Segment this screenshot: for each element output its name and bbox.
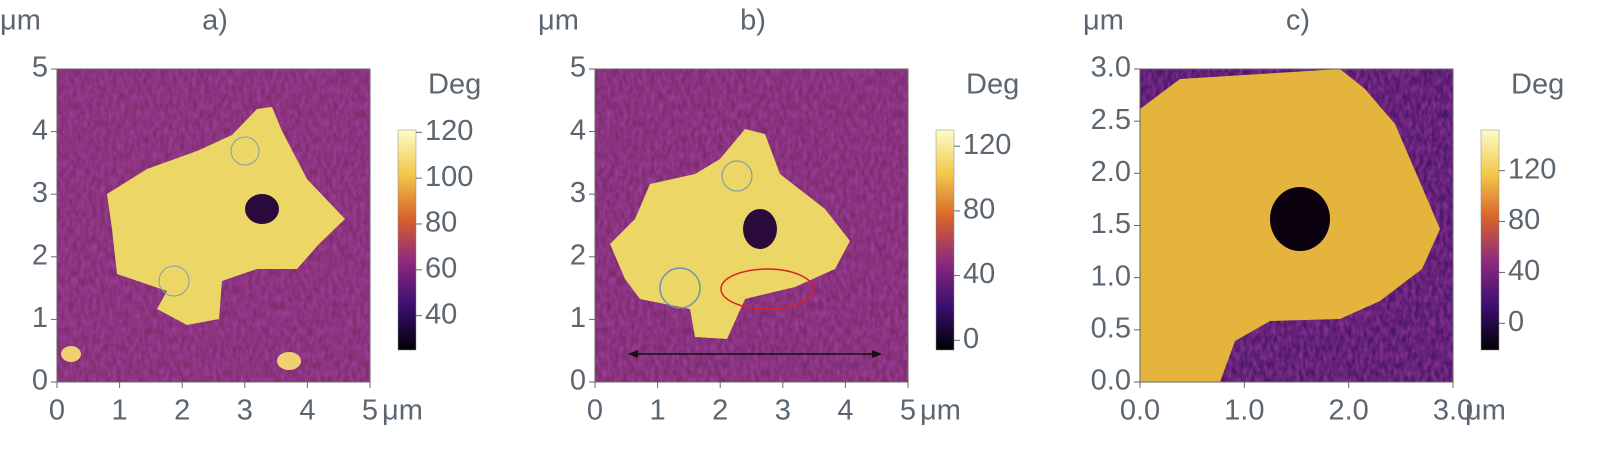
- colorbar-tick-label: 120: [963, 129, 1011, 161]
- panel-title: a): [202, 5, 228, 37]
- y-tick-label: 0.0: [1091, 365, 1131, 397]
- colorbar-tick-label: 100: [425, 161, 473, 193]
- y-tick-label: 0: [570, 365, 586, 397]
- x-tick-label: 3: [775, 395, 791, 427]
- y-tick-label: 1.5: [1091, 208, 1131, 240]
- colorbar-label: Deg: [428, 69, 481, 101]
- x-tick-label: 0: [49, 395, 65, 427]
- colorbar-label: Deg: [966, 69, 1019, 101]
- colorbar: [1480, 129, 1500, 351]
- y-tick-label: 3: [570, 177, 586, 209]
- y-tick-label: 0.5: [1091, 312, 1131, 344]
- x-unit: μm: [382, 395, 423, 427]
- colorbar-tick-label: 40: [425, 298, 457, 330]
- x-tick-label: 1: [650, 395, 666, 427]
- colorbar-tick-label: 120: [425, 115, 473, 147]
- y-tick-label: 1: [32, 302, 48, 334]
- x-tick-label: 2: [174, 395, 190, 427]
- colorbar-label: Deg: [1511, 69, 1564, 101]
- y-tick-label: 3: [32, 177, 48, 209]
- x-tick-label: 2.0: [1329, 395, 1369, 427]
- x-tick-label: 0.0: [1120, 395, 1160, 427]
- y-tick-label: 5: [570, 52, 586, 84]
- y-tick-label: 2: [32, 239, 48, 271]
- colorbar-tick-label: 40: [963, 258, 995, 290]
- panel-title: c): [1286, 5, 1310, 37]
- colorbar-tick-label: 60: [425, 252, 457, 284]
- colorbar-tick-label: 80: [963, 194, 995, 226]
- colorbar: [935, 129, 955, 351]
- colorbar: [397, 129, 417, 351]
- plot-frame: [594, 68, 909, 383]
- y-tick-label: 3.0: [1091, 52, 1131, 84]
- x-unit: μm: [920, 395, 961, 427]
- y-tick-label: 2.5: [1091, 104, 1131, 136]
- x-tick-label: 3.0: [1433, 395, 1473, 427]
- plot-frame: [56, 68, 371, 383]
- x-unit: μm: [1465, 395, 1506, 427]
- x-tick-label: 2: [712, 395, 728, 427]
- y-tick-label: 1: [570, 302, 586, 334]
- x-tick-label: 3: [237, 395, 253, 427]
- x-tick-label: 1: [112, 395, 128, 427]
- x-tick-label: 5: [900, 395, 916, 427]
- x-tick-label: 4: [299, 395, 315, 427]
- afm-image: [57, 69, 370, 382]
- y-tick-label: 2.0: [1091, 156, 1131, 188]
- y-unit: μm: [538, 5, 579, 37]
- colorbar-tick-label: 80: [1508, 204, 1540, 236]
- y-tick-label: 5: [32, 52, 48, 84]
- colorbar-tick-label: 0: [963, 323, 979, 355]
- afm-image: [1140, 69, 1453, 382]
- x-tick-label: 4: [837, 395, 853, 427]
- y-unit: μm: [0, 5, 41, 37]
- panel-title: b): [740, 5, 766, 37]
- x-tick-label: 0: [587, 395, 603, 427]
- afm-image: [595, 69, 908, 382]
- colorbar-tick-label: 80: [425, 207, 457, 239]
- colorbar-tick-label: 120: [1508, 153, 1556, 185]
- y-tick-label: 4: [570, 114, 586, 146]
- colorbar-tick-label: 0: [1508, 306, 1524, 338]
- y-unit: μm: [1083, 5, 1124, 37]
- x-tick-label: 5: [362, 395, 378, 427]
- colorbar-tick-label: 40: [1508, 255, 1540, 287]
- y-tick-label: 4: [32, 114, 48, 146]
- y-tick-label: 0: [32, 365, 48, 397]
- y-tick-label: 2: [570, 239, 586, 271]
- y-tick-label: 1.0: [1091, 260, 1131, 292]
- x-tick-label: 1.0: [1224, 395, 1264, 427]
